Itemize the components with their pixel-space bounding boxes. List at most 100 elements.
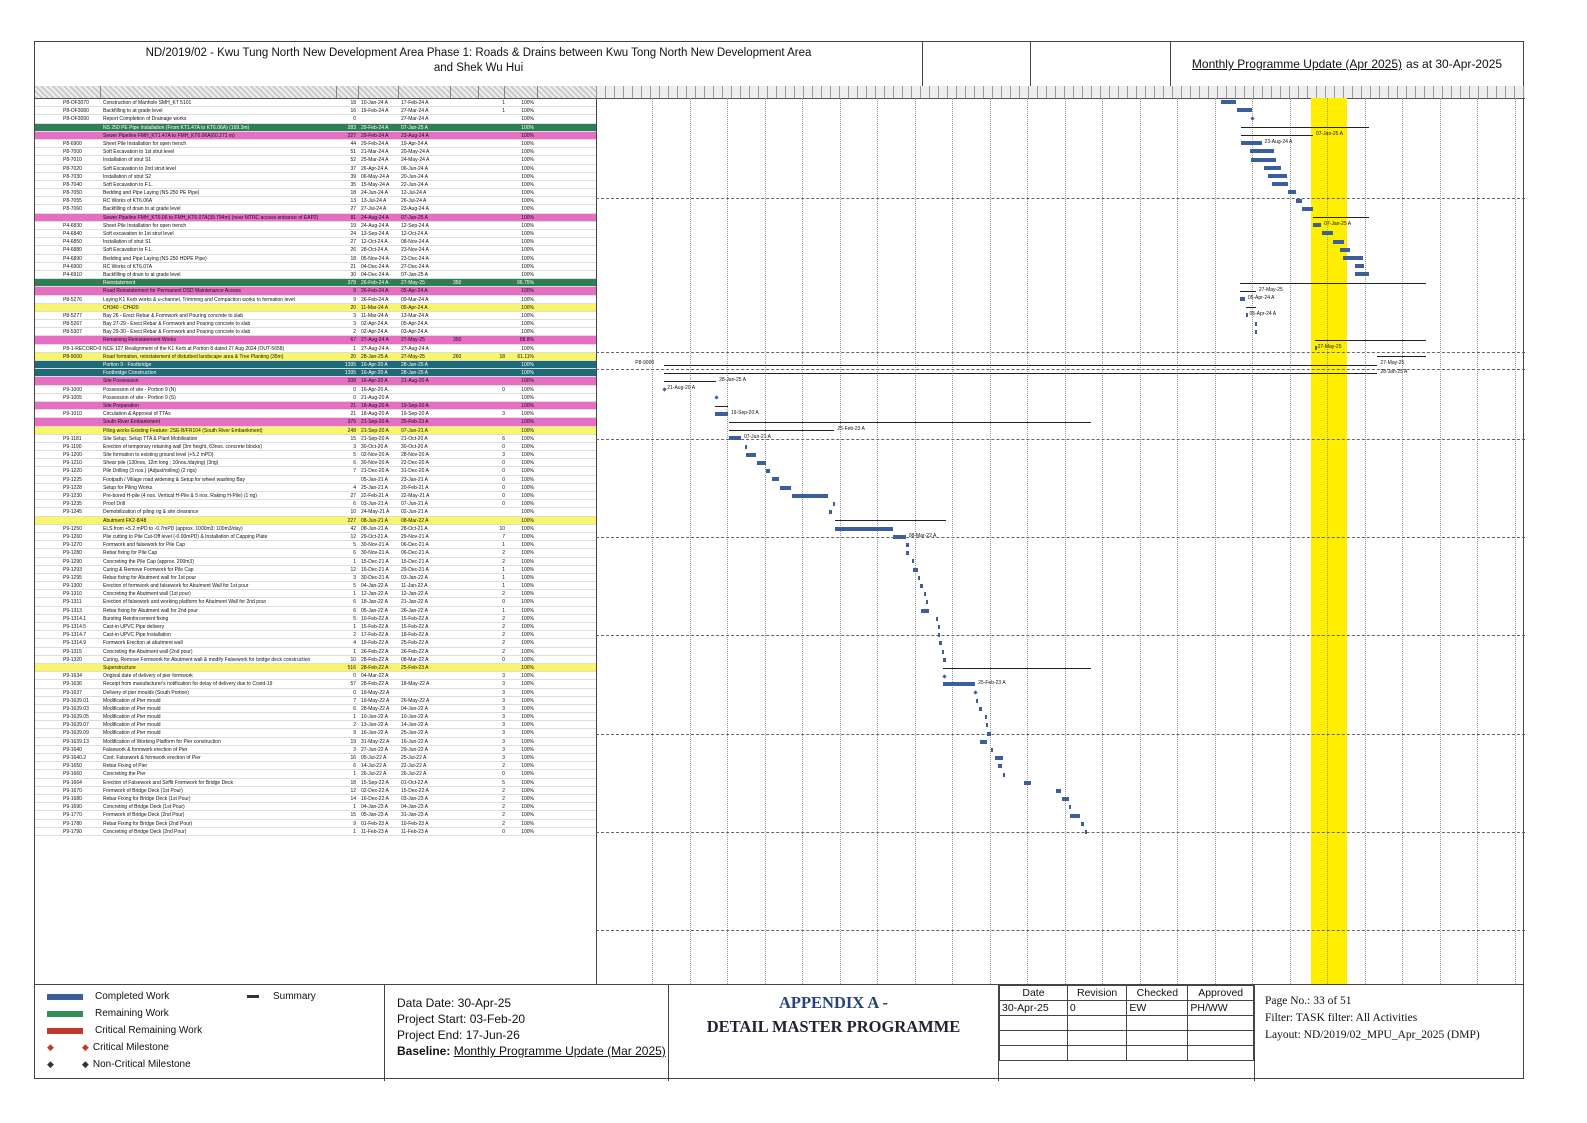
activity-bar bbox=[1314, 346, 1317, 351]
activity-bar bbox=[791, 493, 828, 498]
cell-id: P8-7000 bbox=[63, 149, 82, 156]
cell-start: 25-Mar-24 A bbox=[361, 157, 389, 164]
table-row: P9-1314.1 Bursting Reinforcement fixing 5 1… bbox=[35, 615, 596, 623]
rev-h-checked: Checked bbox=[1126, 985, 1189, 1001]
cell-name: Backfilling of drain to at grade level bbox=[103, 206, 181, 213]
table-body: P8-OF3070 Construction of Manhole SMH_KT … bbox=[35, 99, 596, 836]
cell-name: Pile Drilling (3 nos.) (Adjust/rolling) … bbox=[103, 468, 197, 475]
cell-b: 1 bbox=[502, 574, 505, 581]
cell-start: 26-Feb-24 A bbox=[361, 296, 389, 303]
activity-bar bbox=[893, 534, 906, 539]
cell-start: 21-Mar-24 A bbox=[361, 149, 389, 156]
cell-id: P9-1660 bbox=[63, 771, 82, 778]
cell-tf bbox=[451, 222, 479, 229]
cell-finish: 15-Dec-22 A bbox=[401, 787, 429, 794]
cell-finish bbox=[399, 672, 451, 679]
cell-tf bbox=[451, 361, 479, 368]
gantt-band-line bbox=[596, 930, 1525, 931]
cell-name: Modification of Pier mould bbox=[103, 705, 161, 712]
layout-info: Layout: ND/2019/02_MPU_Apr_2025 (DMP) bbox=[1265, 1029, 1480, 1041]
cell-start: 21-Aug-20 A bbox=[361, 394, 389, 401]
cell-b: 0 bbox=[502, 460, 505, 467]
cell-id: P8-7055 bbox=[63, 198, 82, 205]
table-row: P8-OF3090 Report Completion of Drainage w… bbox=[35, 115, 596, 124]
noncritical-milestone-icon-2: ◆ bbox=[81, 1059, 89, 1069]
table-row: P9-1225 Footpath / Village road widening … bbox=[35, 476, 596, 484]
cell-finish: 23-Aug-24 A bbox=[401, 132, 429, 139]
baseline-label: Baseline: bbox=[397, 1044, 451, 1058]
cell-finish: 08-Mar-22 A bbox=[401, 517, 429, 524]
critical-milestone-icon-2: ◆ bbox=[81, 1042, 89, 1052]
cell-id bbox=[35, 304, 101, 311]
cell-finish: 22-Jul-22 A bbox=[401, 763, 427, 770]
table-row: P9-1313 Rebar fixing for Abutment wall fo… bbox=[35, 607, 596, 615]
gantt-date-label: 27-May-25 bbox=[1380, 360, 1405, 367]
cell-tf: 260 bbox=[453, 353, 462, 360]
cell-finish: 12-Jul-24 A bbox=[401, 190, 427, 197]
activity-bar bbox=[1254, 329, 1257, 334]
header-blank-1 bbox=[923, 42, 1031, 86]
cell-pc: 100% bbox=[521, 271, 534, 278]
cell-pc: 100% bbox=[521, 484, 534, 491]
cell-dur: 15 bbox=[350, 435, 356, 442]
cell-name: Bay 26 - Erect Rebar & Formwork and Pour… bbox=[103, 312, 244, 319]
cell-finish: 01-Oct-22 A bbox=[401, 779, 428, 786]
cell-dur: 1 bbox=[353, 648, 356, 655]
cell-start: 02-Dec-22 A bbox=[361, 787, 389, 794]
cell-dur: 44 bbox=[350, 140, 356, 147]
activity-bar bbox=[1024, 780, 1031, 785]
revision-value-row: 30-Apr-25 0 EW PH/WW bbox=[999, 1000, 1254, 1016]
cell-tf bbox=[451, 476, 479, 483]
cell-start: 13-Jul-24 A bbox=[361, 198, 387, 205]
activity-bar bbox=[942, 682, 976, 687]
rev-approved: PH/WW bbox=[1187, 1000, 1254, 1016]
cell-tf bbox=[451, 697, 479, 704]
cell-pc: 100% bbox=[521, 321, 534, 328]
cell-tf bbox=[451, 402, 479, 409]
cell-b bbox=[479, 205, 505, 212]
table-row: P8-7010 Installation of strut S1 52 25-Mar-… bbox=[35, 156, 596, 165]
cell-tf bbox=[451, 623, 479, 630]
cell-dur: 3 bbox=[353, 312, 356, 319]
cell-pc: 100% bbox=[521, 222, 534, 229]
activity-bar bbox=[918, 575, 921, 580]
cell-pc: 100% bbox=[521, 157, 534, 164]
cell-tf bbox=[451, 410, 479, 417]
cell-dur: 227 bbox=[347, 132, 356, 139]
cell-name: Remaining Reinstatement Works bbox=[103, 337, 176, 344]
cell-b bbox=[479, 402, 505, 409]
cell-id: P9-1010 bbox=[63, 411, 82, 418]
cell-name: Portion 9 - Footbridge bbox=[103, 362, 152, 368]
cell-id: P9-1670 bbox=[63, 787, 82, 794]
table-row: P9-1311 Erection of falsework and working… bbox=[35, 598, 596, 607]
cell-b: 3 bbox=[502, 722, 505, 729]
cell-start: 02-Apr-24 A bbox=[361, 321, 388, 328]
gantt-gridline bbox=[1064, 98, 1066, 984]
cell-id bbox=[35, 664, 101, 671]
cell-id: P8-5277 bbox=[63, 312, 82, 319]
cell-finish: 27-Dec-24 A bbox=[401, 263, 429, 270]
cell-id: P8-5267 bbox=[63, 321, 82, 328]
activity-bar bbox=[771, 477, 780, 482]
cell-b bbox=[479, 287, 505, 294]
cell-finish: 31-Jan-23 A bbox=[401, 812, 428, 819]
cell-id: P9-1311 bbox=[63, 599, 82, 606]
cell-tf bbox=[451, 484, 479, 491]
cell-id bbox=[35, 377, 101, 384]
table-row: Sewer Pipeline FMH_KT1.47A to FMH_KT6.06… bbox=[35, 131, 596, 140]
cell-dur: 81 bbox=[350, 214, 356, 221]
cell-dur: 1 bbox=[353, 345, 356, 352]
cell-dur: 6 bbox=[353, 705, 356, 712]
table-row: P8-5276 Laying K1 Kerb works & u-channel,… bbox=[35, 296, 596, 304]
gantt-band-line bbox=[596, 832, 1525, 833]
gantt-date-label: P8-9000 bbox=[635, 360, 655, 367]
gantt-gridline bbox=[1289, 98, 1291, 984]
table-row: P9-1005 Possession of site - Portion 9 (S… bbox=[35, 394, 596, 402]
cell-tf bbox=[451, 492, 479, 499]
cell-dur: 5 bbox=[353, 452, 356, 459]
cell-dur: 7 bbox=[353, 468, 356, 475]
cell-name: Site Preparation bbox=[103, 402, 139, 409]
table-row: P9-1190 Erection of temporary retaining w… bbox=[35, 443, 596, 452]
cell-tf: 350 bbox=[453, 337, 462, 344]
table-row: P9-1780 Rebar Fixing for Bridge Deck (2nd… bbox=[35, 820, 596, 828]
